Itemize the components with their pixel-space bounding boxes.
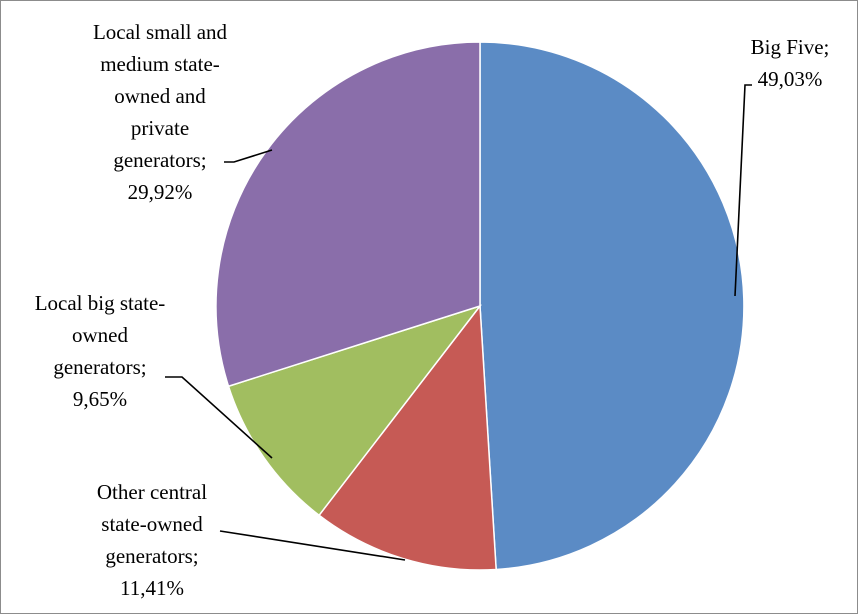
slice-label-1: Big Five; 49,03% [751,35,830,91]
leader-line-2 [219,530,406,561]
slice-label-line: owned and [114,84,206,108]
slice-label-line: Big Five; [751,35,830,59]
slice-label-line: 29,92% [128,180,193,204]
pie-slice-2 [318,303,497,571]
leader-line-4 [224,149,273,163]
slice-label-line: 11,41% [120,576,184,600]
slice-label-line: Local small and [93,20,228,44]
slice-label-line: 9,65% [73,387,127,411]
slice-labels: Big Five; 49,03% Other central state-owned g… [35,20,830,600]
slice-label-line: Local big state- [35,291,166,315]
slice-label-line: generators; [53,355,146,379]
slice-label-line: state-owned [101,512,203,536]
slice-label-line: private [131,116,189,140]
leader-lines [165,84,752,561]
leader-line-3 [165,376,273,459]
slice-label-line: 49,03% [758,67,823,91]
pie-slice-1 [479,41,745,571]
slice-label-line: Other central [97,480,207,504]
pie-slices [215,41,745,571]
pie-slice-4 [215,41,481,388]
slice-label-4: Local small and medium state-owned and pri… [93,20,228,204]
pie-slice-3 [227,304,483,517]
slice-label-2: Other central state-owned generators; 11,41… [97,480,207,600]
slice-label-3: Local big state-owned generators; 9,65% [35,291,166,411]
slice-label-line: generators; [113,148,206,172]
leader-line-1 [734,84,752,297]
slice-label-line: generators; [105,544,198,568]
slice-label-line: medium state- [100,52,220,76]
slice-label-line: owned [72,323,128,347]
